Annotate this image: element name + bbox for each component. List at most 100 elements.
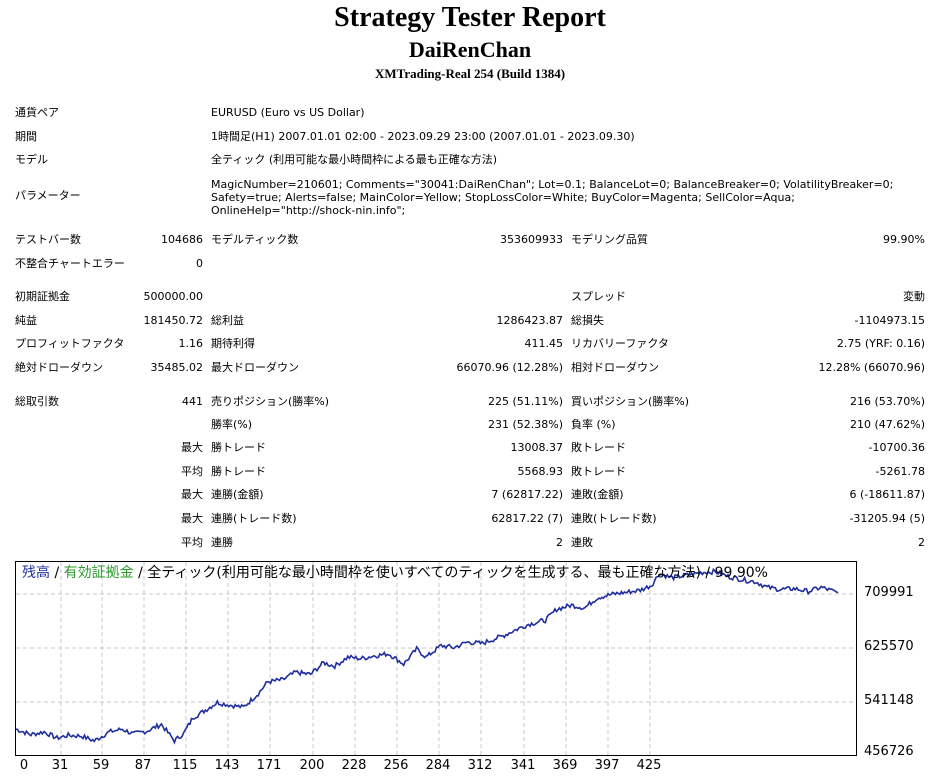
y-tick-label: 541148: [864, 693, 914, 708]
period-value: 1時間足(H1) 2007.01.01 02:00 - 2023.09.29 2…: [211, 130, 635, 143]
legend-equity: 有効証拠金: [63, 565, 134, 581]
ticks-label: モデルティック数: [211, 233, 299, 246]
max-prefix: 最大: [181, 488, 203, 501]
expected-payoff-label: 期待利得: [211, 337, 255, 350]
symbol-value: EURUSD (Euro vs US Dollar): [211, 106, 365, 119]
quality-label: モデリング品質: [571, 233, 648, 246]
avg-win-value: 5568.93: [517, 465, 564, 478]
recovery-factor-label: リカバリーファクタ: [571, 337, 669, 350]
x-tick-label: 143: [214, 758, 240, 773]
recovery-factor-value: 2.75 (YRF: 0.16): [836, 337, 925, 350]
x-tick-label: 87: [134, 758, 152, 773]
gross-profit-value: 1286423.87: [496, 314, 563, 327]
legend-separator: /: [133, 565, 148, 581]
expected-payoff-value: 411.45: [524, 337, 564, 350]
period-label: 期間: [15, 130, 37, 143]
ticks-value: 353609933: [500, 233, 563, 246]
x-tick-label: 171: [256, 758, 282, 773]
max-consec-win-count-label: 連勝(トレード数): [211, 512, 297, 525]
max-consec-win-money-value: 7 (62817.22): [491, 488, 563, 501]
x-tick-label: 31: [51, 758, 69, 773]
x-tick-label: 341: [510, 758, 536, 773]
max-consec-loss-count-label: 連敗(トレード数): [571, 512, 657, 525]
loss-pct-label: 負率 (%): [571, 418, 616, 431]
max-prefix: 最大: [181, 512, 203, 525]
x-tick-label: 59: [92, 758, 110, 773]
avg-prefix: 平均: [181, 465, 203, 478]
win-pct-label: 勝率(%): [211, 418, 253, 431]
gross-profit-label: 総利益: [211, 314, 244, 327]
x-tick-label: 397: [594, 758, 620, 773]
model-value: 全ティック (利用可能な最小時間枠による最も正確な方法): [211, 153, 498, 166]
bars-label: テストバー数: [15, 233, 81, 246]
symbol-label: 通貨ペア: [15, 106, 59, 119]
avg-loss-value: -5261.78: [875, 465, 925, 478]
mismatch-value: 0: [196, 257, 203, 270]
bars-value: 104686: [161, 233, 203, 246]
gross-loss-value: -1104973.15: [854, 314, 925, 327]
params-label: パラメーター: [15, 189, 81, 202]
abs-drawdown-label: 絶対ドローダウン: [15, 361, 103, 374]
total-trades-label: 総取引数: [15, 395, 59, 408]
mismatch-label: 不整合チャートエラー: [15, 257, 125, 270]
largest-loss-label: 敗トレード: [571, 441, 626, 454]
max-drawdown-value: 66070.96 (12.28%): [456, 361, 563, 374]
gross-loss-label: 総損失: [571, 314, 604, 327]
profit-factor-value: 1.16: [178, 337, 204, 350]
deposit-value: 500000.00: [143, 290, 204, 303]
deposit-label: 初期証拠金: [15, 290, 70, 303]
legend-separator: /: [50, 565, 64, 581]
max-consec-loss-count-value: -31205.94 (5): [849, 512, 925, 525]
avg-prefix: 平均: [181, 536, 203, 549]
server-build: XMTrading-Real 254 (Build 1384): [374, 66, 566, 81]
max-consec-win-count-value: 62817.22 (7): [491, 512, 563, 525]
profit-factor-label: プロフィットファクタ: [15, 337, 125, 350]
params-value: MagicNumber=210601; Comments="30041:DaiR…: [211, 178, 894, 217]
x-tick-label: 312: [467, 758, 493, 773]
largest-win-value: 13008.37: [510, 441, 564, 454]
total-trades-value: 441: [182, 395, 203, 408]
model-label: モデル: [15, 153, 48, 166]
max-prefix: 最大: [181, 441, 203, 454]
avg-consec-win-value: 2: [556, 536, 563, 549]
x-tick-label: 115: [172, 758, 198, 773]
rel-drawdown-value: 12.28% (66070.96): [818, 361, 925, 374]
x-tick-label: 284: [425, 758, 451, 773]
win-pct-value: 231 (52.38%): [487, 418, 563, 431]
x-tick-label: 200: [299, 758, 325, 773]
largest-win-label: 勝トレード: [211, 441, 266, 454]
max-drawdown-label: 最大ドローダウン: [211, 361, 299, 374]
y-tick-label: 709991: [864, 585, 914, 600]
legend-balance: 残高: [22, 565, 50, 581]
max-consec-win-money-label: 連勝(金額): [211, 488, 264, 501]
max-consec-loss-money-label: 連敗(金額): [571, 488, 624, 501]
abs-drawdown-value: 35485.02: [150, 361, 204, 374]
report-title: Strategy Tester Report: [334, 2, 606, 33]
y-tick-label: 456726: [864, 744, 914, 759]
x-tick-label: 256: [383, 758, 409, 773]
net-profit-label: 純益: [15, 314, 37, 327]
max-consec-loss-money-value: 6 (-18611.87): [849, 488, 925, 501]
x-tick-label: 425: [636, 758, 662, 773]
x-tick-label: 0: [19, 758, 29, 773]
largest-loss-value: -10700.36: [868, 441, 925, 454]
x-tick-label: 369: [552, 758, 578, 773]
quality-value: 99.90%: [883, 233, 925, 246]
avg-consec-win-label: 連勝: [211, 536, 233, 549]
expert-name: DaiRenChan: [408, 37, 532, 62]
spread-value: 変動: [903, 290, 925, 303]
chart-legend: 残高 / 有効証拠金 / 全ティック(利用可能な最小時間枠を使いすべてのティック…: [22, 565, 768, 581]
avg-loss-label: 敗トレード: [571, 465, 626, 478]
loss-pct-value: 210 (47.62%): [849, 418, 925, 431]
rel-drawdown-label: 相対ドローダウン: [571, 361, 659, 374]
balance-chart: [15, 561, 857, 756]
spread-label: スプレッド: [571, 290, 626, 303]
y-tick-label: 625570: [864, 639, 914, 654]
x-tick-label: 228: [341, 758, 367, 773]
net-profit-value: 181450.72: [143, 314, 204, 327]
short-positions-value: 225 (51.11%): [487, 395, 563, 408]
long-positions-label: 買いポジション(勝率%): [571, 395, 690, 408]
avg-win-label: 勝トレード: [211, 465, 266, 478]
legend-model: 全ティック(利用可能な最小時間枠を使いすべてのティックを生成する、最も正確な方法…: [147, 565, 768, 581]
avg-consec-loss-label: 連敗: [571, 536, 593, 549]
